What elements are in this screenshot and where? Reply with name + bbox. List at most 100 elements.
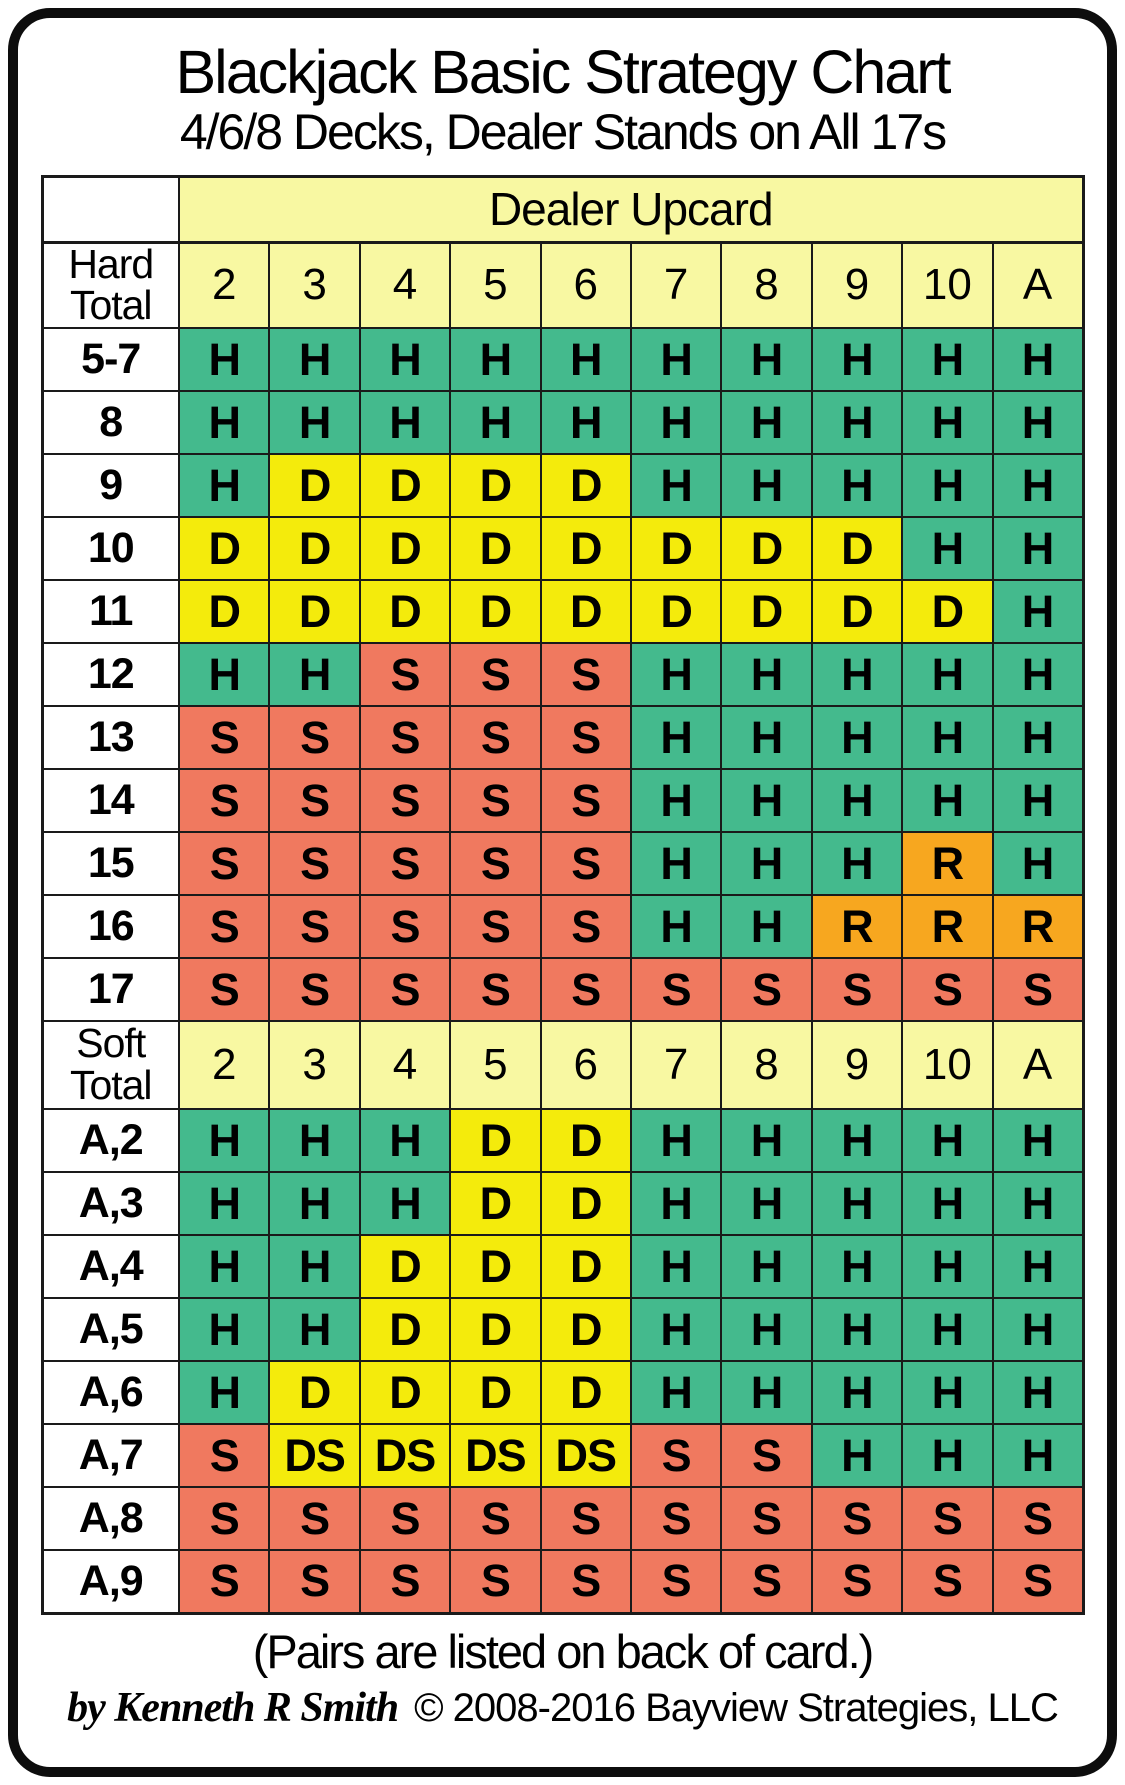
strategy-cell: H [720, 327, 813, 393]
strategy-cell: H [177, 1171, 271, 1237]
upcard-label: A [991, 1020, 1085, 1111]
strategy-cell: S [177, 1486, 271, 1552]
strategy-cell: D [629, 579, 723, 645]
strategy-cell: D [720, 579, 813, 645]
strategy-cell: S [268, 894, 361, 960]
row-label: 9 [41, 453, 180, 519]
strategy-cell: D [901, 579, 994, 645]
strategy-cell: S [629, 957, 723, 1023]
strategy-cell: H [629, 453, 723, 519]
strategy-cell: D [539, 1171, 632, 1237]
strategy-cell: H [991, 705, 1085, 771]
strategy-cell: S [810, 957, 904, 1023]
strategy-cell: H [991, 768, 1085, 834]
strategy-cell: H [629, 1234, 723, 1300]
upcard-label: 5 [449, 1020, 542, 1111]
strategy-cell: H [358, 327, 452, 393]
strategy-cell: S [449, 642, 542, 708]
upcard-label: 8 [720, 1020, 813, 1111]
strategy-cell: H [991, 390, 1085, 456]
strategy-cell: S [449, 894, 542, 960]
strategy-cell: H [720, 1171, 813, 1237]
strategy-cell: DS [449, 1423, 542, 1489]
strategy-cell: H [268, 327, 361, 393]
row-label: 16 [41, 894, 180, 960]
strategy-cell: H [720, 894, 813, 960]
row-label: A,3 [41, 1171, 180, 1237]
strategy-cell: D [810, 579, 904, 645]
upcard-label: A [991, 241, 1085, 330]
strategy-cell: S [720, 1486, 813, 1552]
strategy-cell: H [901, 1171, 994, 1237]
strategy-cell: H [358, 1108, 452, 1174]
strategy-cell: H [810, 390, 904, 456]
strategy-cell: H [810, 768, 904, 834]
strategy-cell: D [539, 1297, 632, 1363]
strategy-cell: H [358, 390, 452, 456]
strategy-cell: H [720, 642, 813, 708]
strategy-cell: S [268, 1486, 361, 1552]
strategy-cell: S [358, 768, 452, 834]
strategy-cell: H [449, 327, 542, 393]
upcard-label: 10 [901, 1020, 994, 1111]
pairs-note: (Pairs are listed on back of card.) [252, 1624, 875, 1678]
strategy-cell: D [449, 1234, 542, 1300]
row-label: A,4 [41, 1234, 180, 1300]
strategy-cell: D [177, 579, 271, 645]
row-label: 17 [41, 957, 180, 1023]
strategy-cell: D [358, 453, 452, 519]
strategy-cell: S [539, 642, 632, 708]
strategy-cell: H [901, 768, 994, 834]
strategy-cell: H [629, 1108, 723, 1174]
strategy-cell: D [268, 453, 361, 519]
strategy-cell: H [177, 327, 271, 393]
strategy-cell: S [449, 957, 542, 1023]
row-label: 12 [41, 642, 180, 708]
strategy-cell: D [810, 516, 904, 582]
strategy-cell: S [901, 1549, 994, 1615]
strategy-cell: S [177, 957, 271, 1023]
upcard-label: 7 [629, 241, 723, 330]
strategy-cell: H [268, 642, 361, 708]
strategy-cell: H [629, 705, 723, 771]
row-label: 5-7 [41, 327, 180, 393]
strategy-cell: R [901, 894, 994, 960]
strategy-cell: H [901, 1423, 994, 1489]
strategy-cell: H [177, 1108, 271, 1174]
strategy-card: Blackjack Basic Strategy Chart 4/6/8 Dec… [8, 8, 1117, 1777]
strategy-cell: D [539, 453, 632, 519]
strategy-cell: S [720, 957, 813, 1023]
strategy-cell: D [268, 516, 361, 582]
strategy-cell: S [539, 1486, 632, 1552]
strategy-cell: S [449, 705, 542, 771]
section-label: Hard Total [41, 241, 180, 330]
strategy-cell: H [629, 642, 723, 708]
strategy-cell: D [449, 453, 542, 519]
row-label: 11 [41, 579, 180, 645]
strategy-cell: S [810, 1549, 904, 1615]
strategy-cell: H [720, 1234, 813, 1300]
strategy-cell: H [901, 327, 994, 393]
row-label: A,6 [41, 1360, 180, 1426]
upcard-label: 6 [539, 241, 632, 330]
strategy-cell: S [629, 1549, 723, 1615]
strategy-cell: H [991, 453, 1085, 519]
strategy-cell: S [539, 768, 632, 834]
strategy-cell: H [810, 1360, 904, 1426]
strategy-cell: S [539, 957, 632, 1023]
upcard-label: 5 [449, 241, 542, 330]
strategy-cell: H [991, 579, 1085, 645]
strategy-cell: H [629, 1171, 723, 1237]
strategy-cell: H [177, 642, 271, 708]
strategy-cell: H [810, 1423, 904, 1489]
strategy-cell: S [539, 1549, 632, 1615]
strategy-cell: H [991, 1108, 1085, 1174]
strategy-cell: S [268, 768, 361, 834]
strategy-cell: H [991, 1171, 1085, 1237]
strategy-cell: S [810, 1486, 904, 1552]
strategy-cell: H [449, 390, 542, 456]
strategy-cell: H [810, 831, 904, 897]
strategy-cell: S [991, 1486, 1085, 1552]
strategy-cell: H [991, 1423, 1085, 1489]
row-label: 10 [41, 516, 180, 582]
